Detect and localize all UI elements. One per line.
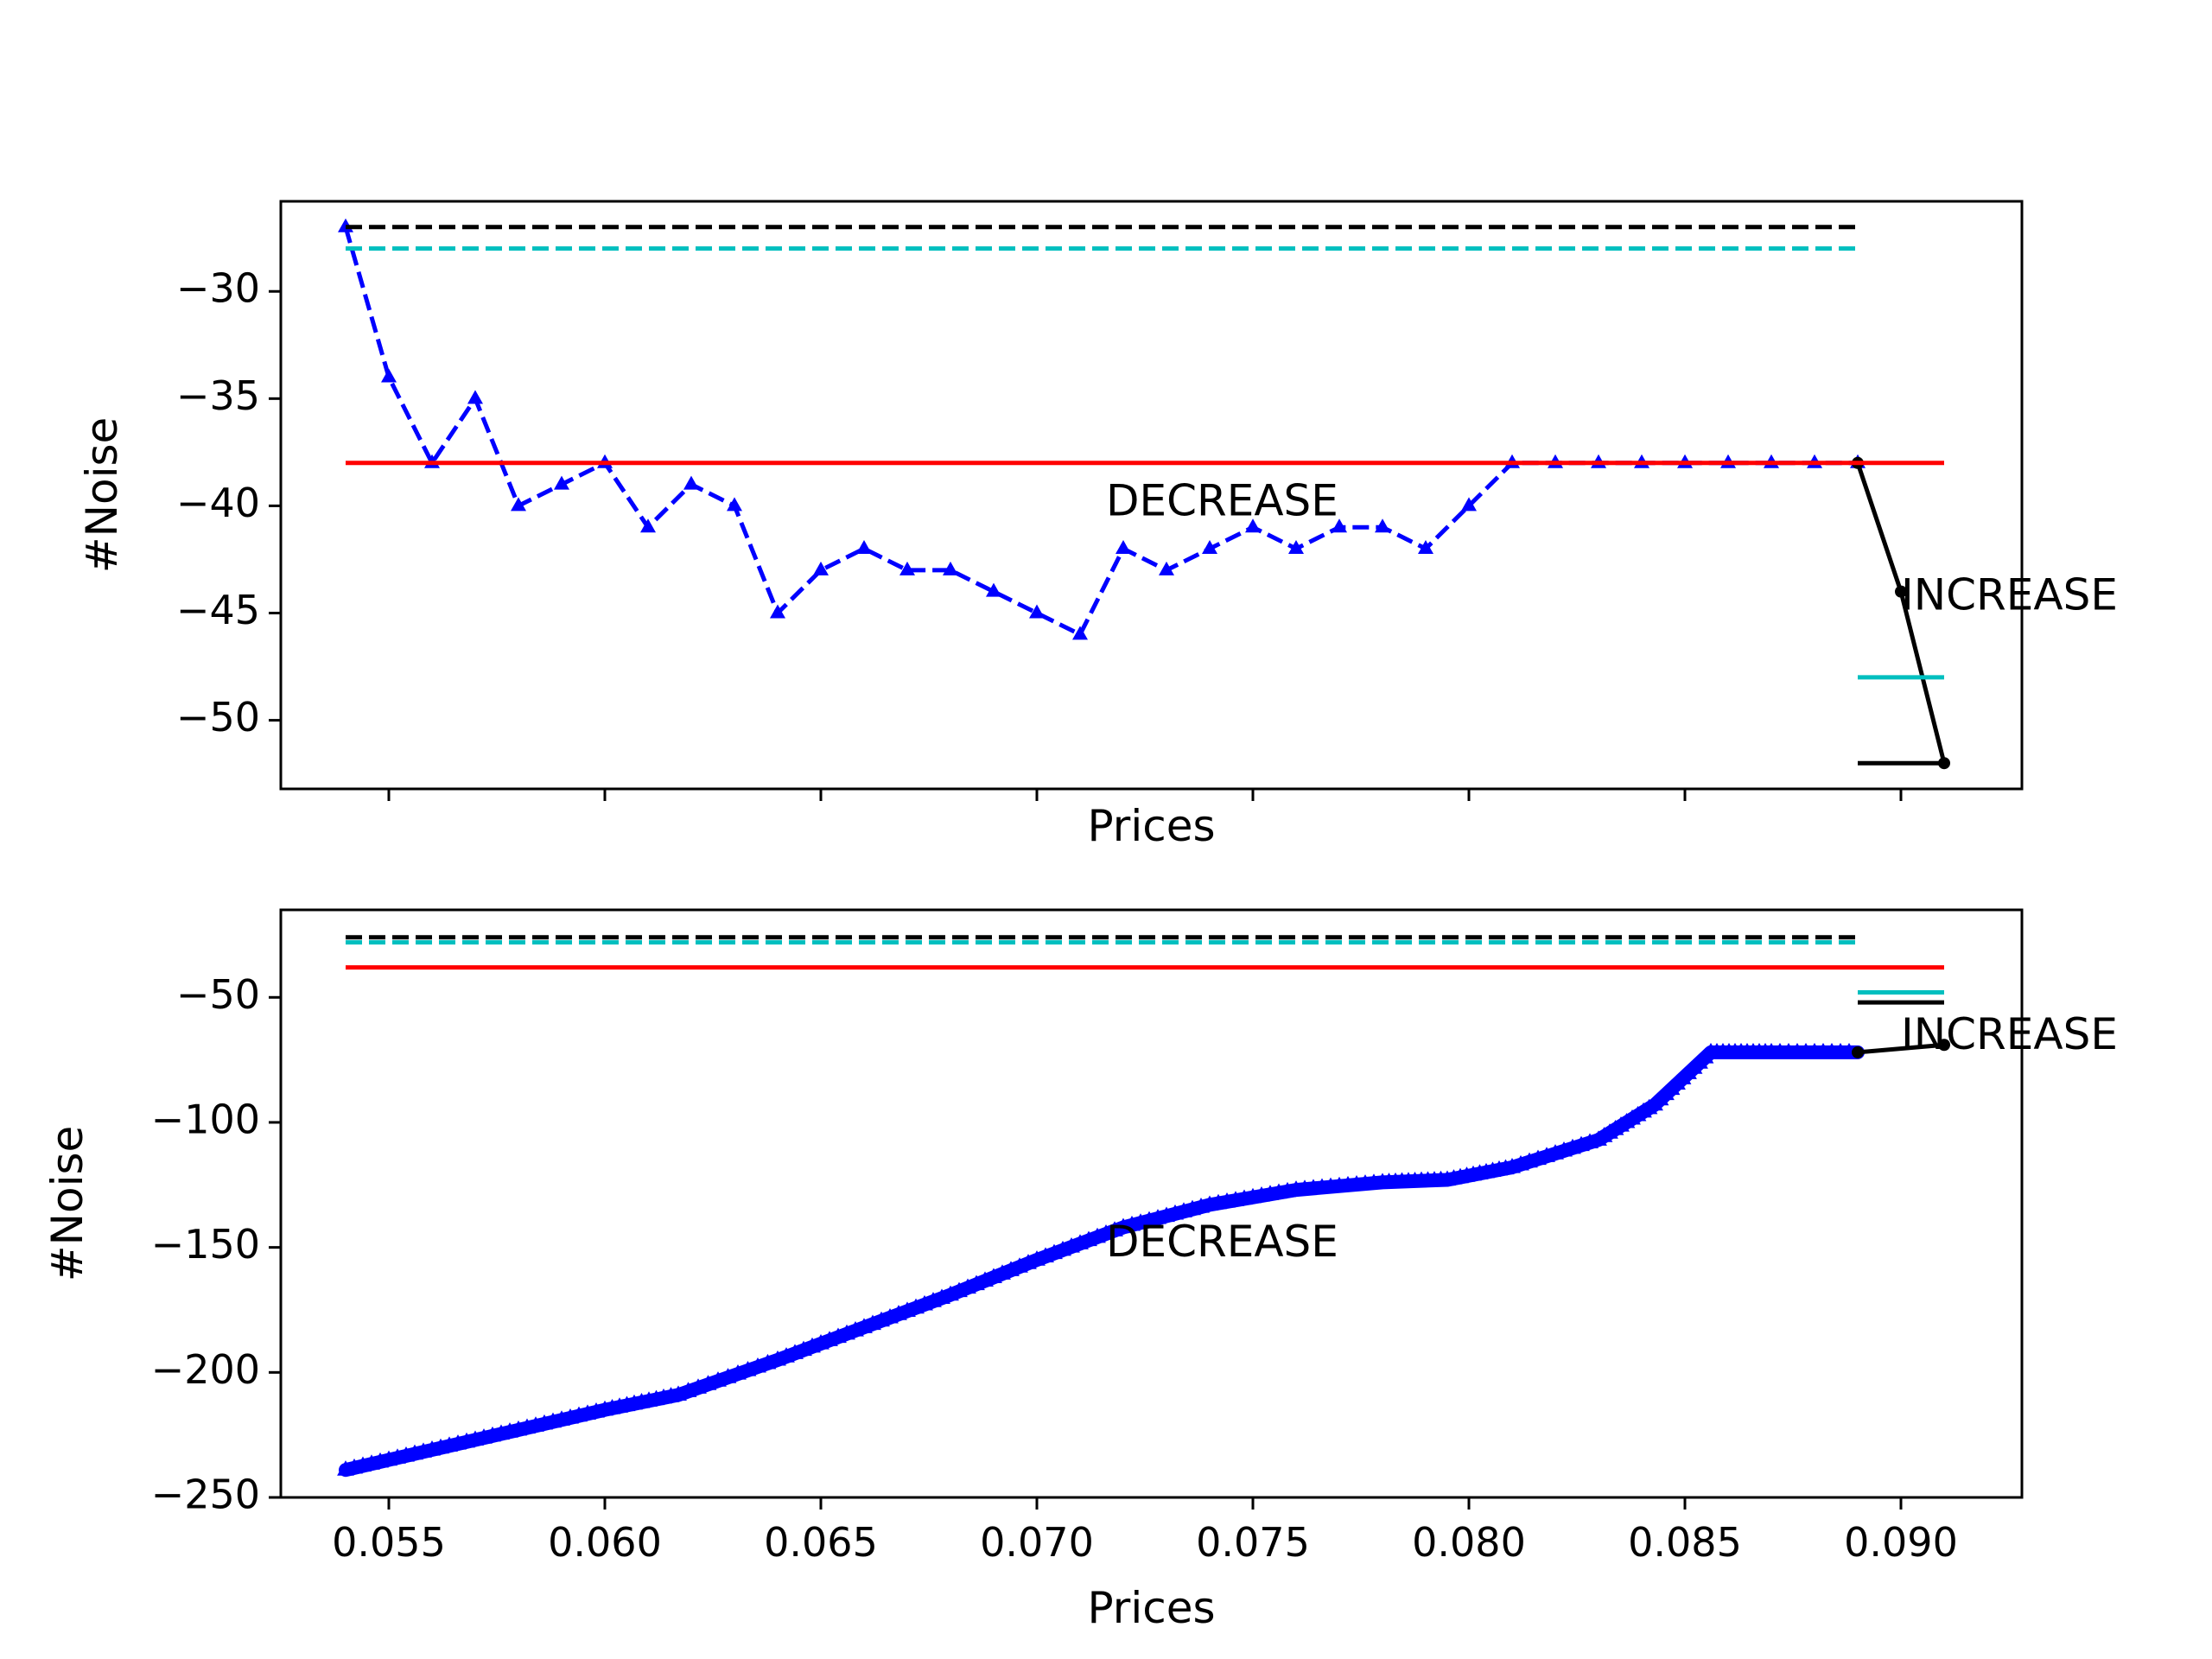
bottom-y-tick-label: −150 [151,1221,260,1268]
bottom-x-tick-label: 0.060 [548,1519,662,1566]
bottom-x-tick-label: 0.080 [1412,1519,1526,1566]
bottom-x-tick-label: 0.055 [332,1519,446,1566]
top-series-0-point [683,475,699,490]
top-y-axis-label: #Noise [77,417,127,574]
bottom-plot-frame [279,908,2024,1499]
bottom-x-tick-label: 0.085 [1628,1519,1742,1566]
top-series-0-point [727,497,742,512]
top-series-0-point [467,390,483,404]
bottom-x-tick-label: 0.090 [1844,1519,1958,1566]
bottom-ticks: 0.055 0.060 0.065 0.070 0.075 0.080 0.085 0.090… [151,971,1958,1566]
bottom-y-tick-label: −100 [151,1096,260,1142]
bottom-series-1-point [1852,1046,1864,1058]
top-series-0-point [511,497,526,512]
top-series-0-point [899,561,915,575]
top-plot-frame [279,200,2024,791]
top-series-0-point [640,518,656,533]
top-series-0-point [813,561,829,575]
top-series-0-point [1418,540,1433,555]
top-series-0-point [1159,561,1174,575]
bottom-y-axis-label: #Noise [42,1126,92,1282]
top-y-tick-label: −30 [176,265,260,312]
top-plot-border [279,200,2024,791]
top-series-0-point [1461,497,1477,512]
bottom-series-line-1 [1857,1042,1945,1055]
top-series-1-point [1895,585,1907,598]
bottom-annotation-increase: INCREASE [1901,1009,2118,1059]
top-y-tick-label: −45 [176,587,260,633]
top-series-0-point [554,475,569,490]
top-series-0-point [1288,540,1304,555]
bottom-x-tick-label: 0.075 [1196,1519,1310,1566]
bottom-x-tick-label: 0.065 [764,1519,878,1566]
top-series-0-point [943,561,958,575]
top-series-0-point [1116,540,1131,555]
bottom-annotations: DECREASE INCREASE [1106,1009,2118,1267]
bottom-y-tick-label: −250 [151,1471,260,1518]
bottom-x-tick-label: 0.070 [980,1519,1094,1566]
top-series-0-point [1202,540,1217,555]
top-series-0-point [770,604,785,619]
top-series-0-point [986,582,1001,597]
bottom-series-1-point [1938,1039,1950,1052]
bottom-series-layer [337,935,1950,1478]
top-y-tick-label: −35 [176,372,260,419]
top-series-0-point [381,368,397,383]
bottom-annotation-decrease: DECREASE [1106,1217,1338,1267]
top-series-0-point [1245,518,1261,533]
top-x-axis-label: Prices [1087,801,1215,851]
top-series-0-point [1029,604,1045,619]
top-annotations: DECREASE INCREASE [1106,475,2118,620]
bottom-plot-border [279,908,2024,1499]
bottom-y-tick-label: −200 [151,1346,260,1393]
top-series-0-point [1332,518,1347,533]
bottom-y-tick-label: −50 [176,971,260,1018]
top-y-tick-label: −40 [176,480,260,526]
top-ticks: −50 −45 −40 −35 −30 [176,265,1903,801]
top-series-0-point [1375,518,1390,533]
top-series-layer [338,218,1950,770]
top-series-0-point [1072,626,1088,640]
top-series-0-point [856,540,872,555]
top-annotation-increase: INCREASE [1901,570,2118,620]
top-y-tick-label: −50 [176,694,260,741]
bottom-x-axis-label: Prices [1087,1583,1215,1633]
top-annotation-decrease: DECREASE [1106,475,1338,525]
